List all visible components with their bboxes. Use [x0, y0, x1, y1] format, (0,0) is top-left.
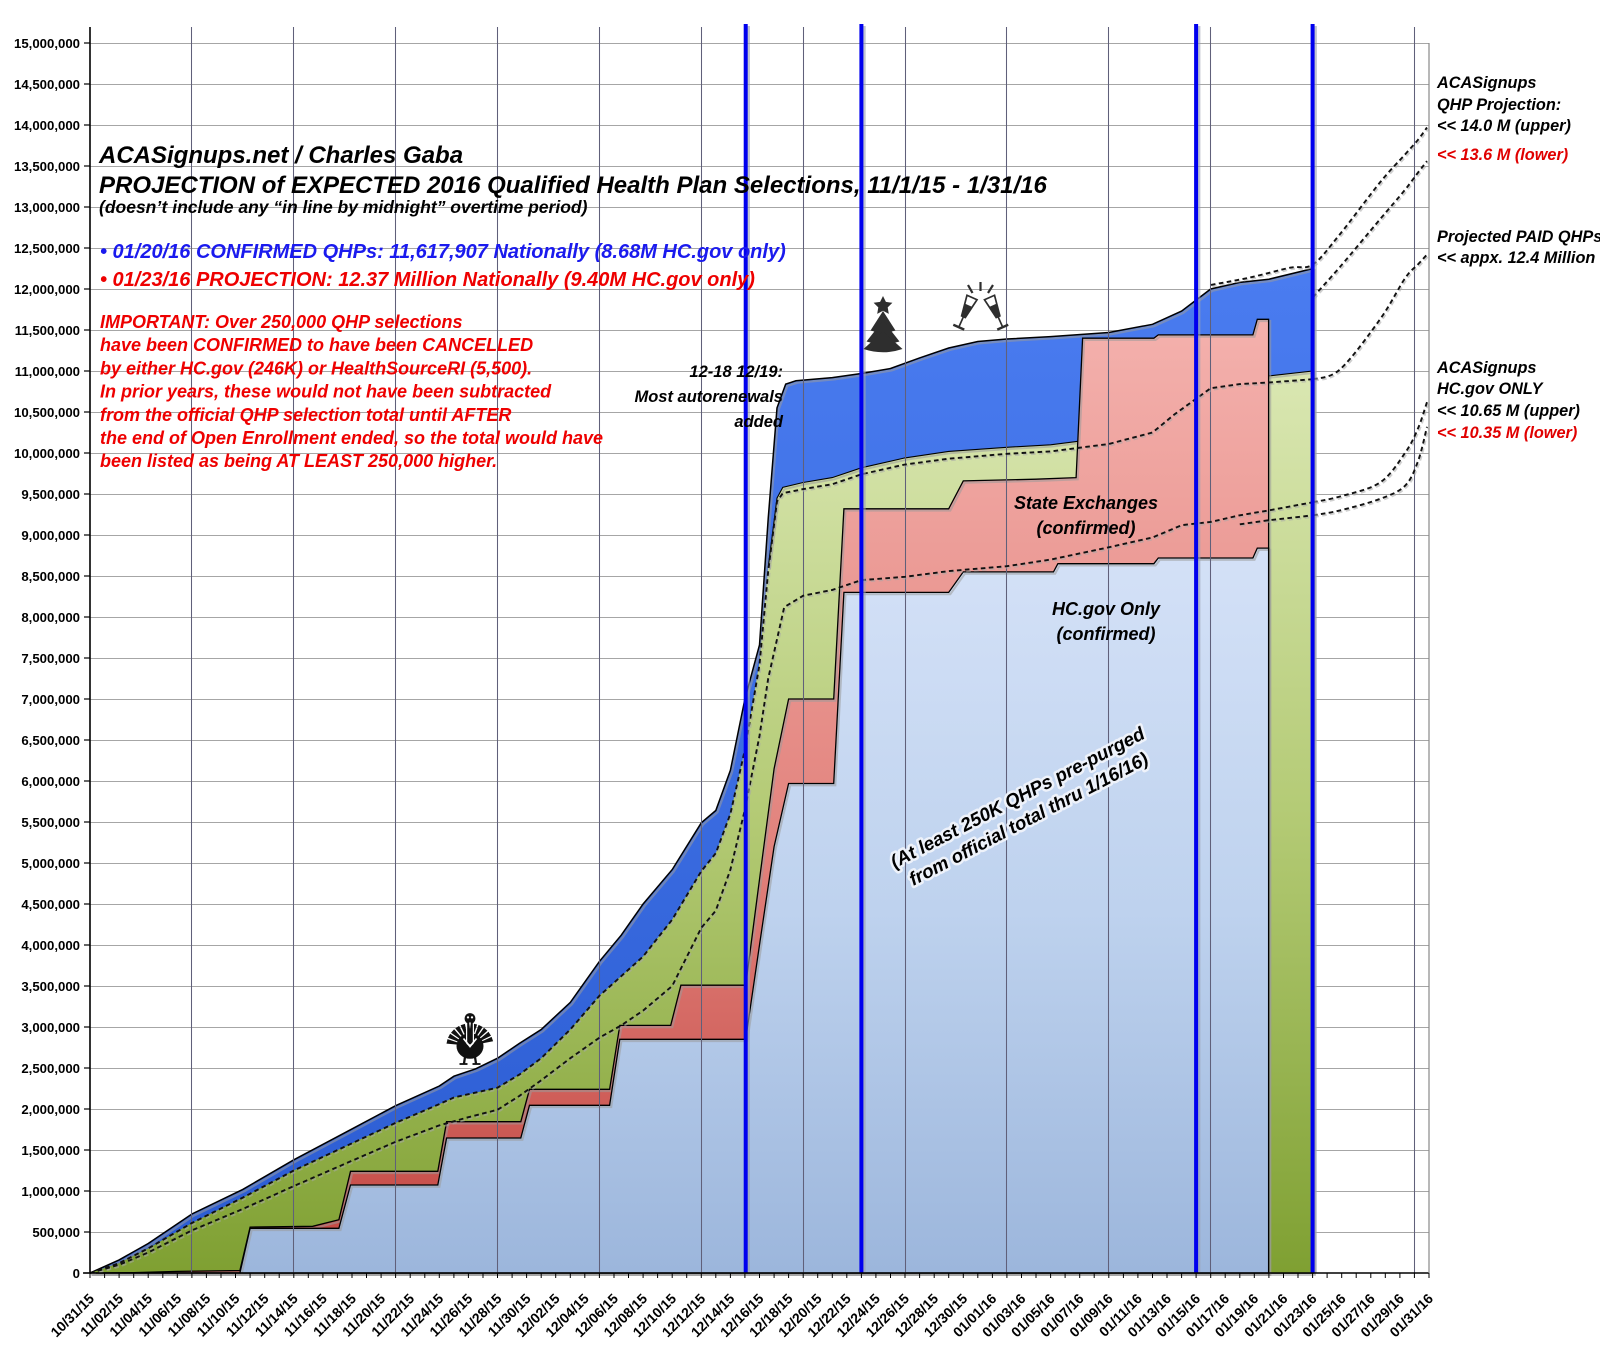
svg-text:have been CONFIRMED to have be: have been CONFIRMED to have been CANCELL…: [100, 335, 533, 355]
svg-text:HC.gov ONLY: HC.gov ONLY: [1437, 380, 1545, 398]
svg-text:the end of Open Enrollment end: the end of Open Enrollment ended, so the…: [100, 428, 603, 448]
svg-text:<< 10.35 M (lower): << 10.35 M (lower): [1437, 424, 1577, 442]
svg-text:from the official QHP selectio: from the official QHP selection total un…: [100, 405, 511, 425]
svg-text:1,500,000: 1,500,000: [21, 1143, 80, 1158]
svg-text:10,500,000: 10,500,000: [14, 405, 80, 420]
svg-text:<< appx. 12.4 Million: << appx. 12.4 Million: [1437, 249, 1595, 267]
svg-text:ACASignups: ACASignups: [1436, 359, 1537, 377]
svg-text:8,500,000: 8,500,000: [21, 569, 80, 584]
svg-text:ACASignups: ACASignups: [1436, 74, 1537, 92]
svg-text:6,500,000: 6,500,000: [21, 733, 80, 748]
svg-text:5,500,000: 5,500,000: [21, 815, 80, 830]
svg-text:15,000,000: 15,000,000: [14, 36, 80, 51]
svg-text:QHP Projection:: QHP Projection:: [1437, 96, 1561, 114]
svg-text:(confirmed): (confirmed): [1057, 624, 1156, 644]
svg-text:3,500,000: 3,500,000: [21, 979, 80, 994]
svg-text:9,500,000: 9,500,000: [21, 487, 80, 502]
svg-text:11,000,000: 11,000,000: [15, 364, 80, 379]
svg-text:0: 0: [73, 1266, 80, 1281]
svg-text:5,000,000: 5,000,000: [21, 856, 80, 871]
svg-text:<< 10.65 M (upper): << 10.65 M (upper): [1437, 402, 1580, 420]
svg-text:2,000,000: 2,000,000: [21, 1102, 80, 1117]
svg-text:In prior years, these would no: In prior years, these would not have bee…: [100, 382, 552, 402]
svg-text:<< 13.6 M (lower): << 13.6 M (lower): [1437, 146, 1568, 164]
svg-text:4,500,000: 4,500,000: [21, 897, 80, 912]
svg-text:3,000,000: 3,000,000: [21, 1020, 80, 1035]
svg-text:10,000,000: 10,000,000: [14, 446, 80, 461]
svg-text:12-18 12/19:: 12-18 12/19:: [689, 363, 783, 381]
svg-text:1,000,000: 1,000,000: [21, 1184, 80, 1199]
svg-text:12,500,000: 12,500,000: [14, 241, 80, 256]
svg-text:14,000,000: 14,000,000: [14, 118, 80, 133]
svg-text:11,500,000: 11,500,000: [15, 323, 80, 338]
svg-text:added: added: [734, 413, 784, 431]
svg-text:13,500,000: 13,500,000: [14, 159, 80, 174]
svg-text:7,000,000: 7,000,000: [21, 692, 80, 707]
svg-text:6,000,000: 6,000,000: [21, 774, 80, 789]
svg-text:IMPORTANT: Over 250,000 QHP se: IMPORTANT: Over 250,000 QHP selections: [100, 312, 462, 332]
svg-text:• 01/23/16 PROJECTION: 12.37 M: • 01/23/16 PROJECTION: 12.37 Million Nat…: [100, 269, 755, 291]
svg-text:500,000: 500,000: [32, 1225, 80, 1240]
svg-text:PROJECTION of EXPECTED 2016 Qu: PROJECTION of EXPECTED 2016 Qualified He…: [99, 172, 1048, 199]
svg-text:State Exchanges: State Exchanges: [1014, 493, 1158, 513]
svg-text:• 01/20/16 CONFIRMED QHPs: 11,: • 01/20/16 CONFIRMED QHPs: 11,617,907 Na…: [100, 241, 786, 263]
svg-text:2,500,000: 2,500,000: [21, 1061, 80, 1076]
svg-text:been listed as being AT LEAST: been listed as being AT LEAST 250,000 hi…: [100, 451, 497, 471]
svg-text:ACASignups.net / Charles Gaba: ACASignups.net / Charles Gaba: [98, 142, 463, 169]
svg-text:8,000,000: 8,000,000: [21, 610, 80, 625]
svg-text:13,000,000: 13,000,000: [14, 200, 80, 215]
svg-text:<< 14.0 M (upper): << 14.0 M (upper): [1437, 117, 1571, 135]
svg-text:HC.gov Only: HC.gov Only: [1052, 599, 1161, 619]
svg-text:12,000,000: 12,000,000: [14, 282, 80, 297]
svg-text:Most autorenewals: Most autorenewals: [634, 388, 783, 406]
svg-text:7,500,000: 7,500,000: [21, 651, 80, 666]
svg-text:by either HC.gov (246K) or Hea: by either HC.gov (246K) or HealthSourceR…: [100, 358, 532, 378]
svg-text:(confirmed): (confirmed): [1037, 518, 1136, 538]
svg-text:(doesn’t include any “in line: (doesn’t include any “in line by midnigh…: [99, 197, 588, 217]
svg-text:4,000,000: 4,000,000: [21, 938, 80, 953]
svg-text:9,000,000: 9,000,000: [21, 528, 80, 543]
svg-text:14,500,000: 14,500,000: [14, 77, 80, 92]
svg-text:Projected PAID QHPs: Projected PAID QHPs: [1437, 228, 1600, 246]
